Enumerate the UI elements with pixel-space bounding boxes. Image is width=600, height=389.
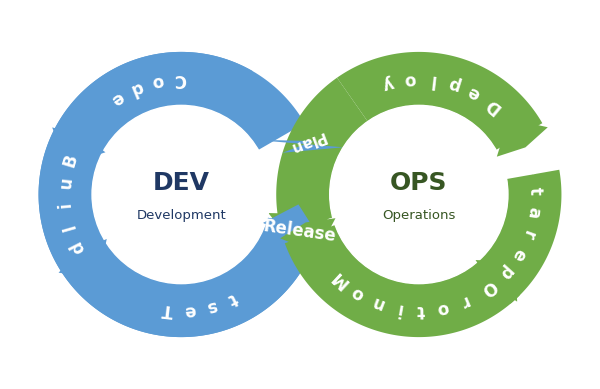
Circle shape (92, 105, 270, 284)
Text: O: O (478, 275, 500, 298)
Text: e: e (184, 301, 197, 319)
Text: p: p (494, 261, 515, 282)
Text: Plan: Plan (286, 128, 327, 156)
Text: a: a (524, 206, 543, 219)
Text: l: l (61, 221, 79, 231)
Polygon shape (64, 217, 319, 337)
Circle shape (330, 105, 508, 284)
Text: Operations: Operations (382, 209, 455, 222)
Text: D: D (482, 94, 503, 116)
Text: i: i (56, 201, 75, 208)
Text: t: t (417, 301, 425, 319)
Text: n: n (368, 292, 386, 313)
Text: Development: Development (136, 209, 226, 222)
Text: o: o (403, 70, 416, 88)
Polygon shape (337, 52, 542, 150)
Text: B: B (60, 152, 81, 169)
Text: d: d (67, 238, 89, 256)
Text: C: C (174, 70, 187, 88)
Text: o: o (436, 298, 451, 318)
Text: OPS: OPS (390, 171, 448, 194)
Text: l: l (428, 70, 436, 89)
Text: o: o (348, 282, 367, 303)
Text: t: t (526, 186, 544, 195)
Text: e: e (521, 161, 542, 176)
Text: r: r (457, 291, 472, 311)
Polygon shape (497, 119, 548, 157)
Polygon shape (38, 52, 319, 337)
Text: Release: Release (262, 217, 337, 245)
Text: p: p (445, 74, 462, 95)
Polygon shape (280, 218, 335, 254)
Text: r: r (518, 227, 538, 241)
Text: e: e (107, 87, 127, 109)
Text: y: y (380, 73, 395, 93)
Polygon shape (251, 140, 343, 153)
Polygon shape (263, 204, 320, 238)
Polygon shape (476, 260, 517, 301)
Text: i: i (394, 299, 403, 318)
Polygon shape (38, 134, 108, 276)
Polygon shape (268, 213, 332, 261)
Text: t: t (225, 288, 241, 308)
Text: s: s (205, 296, 219, 316)
Text: e: e (465, 82, 484, 103)
Text: o: o (151, 71, 166, 91)
Text: T: T (161, 300, 175, 319)
Polygon shape (285, 225, 520, 337)
Polygon shape (59, 239, 107, 278)
Text: d: d (128, 77, 146, 98)
Text: u: u (56, 175, 76, 189)
Polygon shape (52, 52, 253, 157)
Polygon shape (52, 128, 106, 165)
Text: DEV: DEV (152, 171, 209, 194)
Text: e: e (508, 245, 529, 264)
Text: M: M (328, 267, 352, 291)
Polygon shape (276, 78, 368, 231)
Polygon shape (476, 170, 562, 304)
